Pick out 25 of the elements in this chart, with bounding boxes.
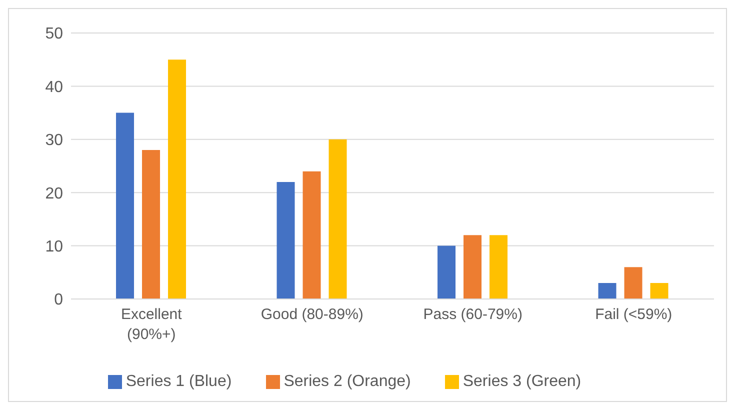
y-tick-label: 30 — [45, 132, 64, 150]
x-tick-label: Fail (<59%) — [595, 306, 672, 323]
bar — [438, 246, 456, 299]
x-tick-label: Good (80-89%) — [260, 306, 364, 323]
y-tick-label: 40 — [45, 78, 64, 96]
y-tick-label: 0 — [54, 292, 64, 309]
bar — [650, 283, 668, 299]
bar — [464, 235, 482, 299]
y-tick-label: 50 — [45, 26, 64, 43]
bar — [328, 139, 347, 299]
bar — [598, 283, 616, 299]
bar — [168, 60, 186, 299]
bar — [276, 182, 295, 299]
x-tick-label: Excellent (90%+) — [120, 306, 183, 343]
bar — [490, 235, 508, 299]
legend-label: Series 1 (Blue) — [126, 373, 232, 390]
y-tick-label: 20 — [45, 185, 64, 202]
bar — [624, 267, 642, 299]
bar — [142, 150, 160, 299]
bar — [302, 171, 321, 299]
legend-label: Series 3 (Green) — [462, 373, 582, 390]
y-tick-label: 10 — [45, 238, 64, 256]
x-tick-label: Pass (60-79%) — [423, 306, 522, 323]
legend-label: Series 2 (Orange) — [284, 373, 411, 390]
bar — [116, 112, 134, 299]
